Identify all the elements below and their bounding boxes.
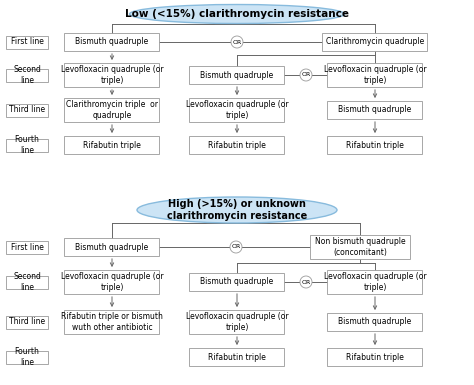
FancyBboxPatch shape [328,348,422,366]
FancyBboxPatch shape [64,33,159,51]
FancyBboxPatch shape [328,313,422,331]
FancyBboxPatch shape [328,101,422,119]
Text: Rifabutin triple or bismuth
wuth other antibiotic: Rifabutin triple or bismuth wuth other a… [61,312,163,332]
FancyBboxPatch shape [6,315,48,328]
Text: Fourth
line: Fourth line [15,347,39,367]
Text: Levofloxacin quadruple (or
triple): Levofloxacin quadruple (or triple) [61,272,164,292]
Text: Second
line: Second line [13,272,41,292]
Text: Levofloxacin quadruple (or
triple): Levofloxacin quadruple (or triple) [324,272,426,292]
Text: OR: OR [231,244,241,249]
FancyBboxPatch shape [6,104,48,117]
FancyBboxPatch shape [64,238,159,256]
Ellipse shape [137,197,337,223]
Text: Bismuth quadruple: Bismuth quadruple [338,318,411,326]
FancyBboxPatch shape [6,139,48,152]
FancyBboxPatch shape [322,33,428,51]
Text: Low (<15%) clarithromycin resistance: Low (<15%) clarithromycin resistance [125,9,349,19]
Text: Bismuth quadruple: Bismuth quadruple [201,278,273,286]
Ellipse shape [129,5,345,23]
Text: Fourth
line: Fourth line [15,135,39,155]
FancyBboxPatch shape [6,350,48,363]
FancyBboxPatch shape [190,98,284,122]
FancyBboxPatch shape [6,69,48,82]
Text: Bismuth quadruple: Bismuth quadruple [201,70,273,79]
Text: Rifabutin triple: Rifabutin triple [83,141,141,149]
Text: OR: OR [232,40,242,45]
Text: Third line: Third line [9,318,45,326]
FancyBboxPatch shape [190,273,284,291]
Text: OR: OR [301,72,310,77]
FancyBboxPatch shape [190,348,284,366]
FancyBboxPatch shape [190,310,284,334]
Text: First line: First line [10,243,44,251]
Text: Rifabutin triple: Rifabutin triple [346,353,404,362]
FancyBboxPatch shape [190,66,284,84]
FancyBboxPatch shape [310,235,410,259]
Text: Second
line: Second line [13,65,41,85]
FancyBboxPatch shape [190,136,284,154]
FancyBboxPatch shape [64,270,159,294]
Text: Bismuth quadruple: Bismuth quadruple [75,37,149,47]
FancyBboxPatch shape [64,63,159,87]
Text: Clarithromycin triple  or
quadruple: Clarithromycin triple or quadruple [66,100,158,120]
Text: Non bismuth quadruple
(concomitant): Non bismuth quadruple (concomitant) [315,237,405,257]
FancyBboxPatch shape [6,241,48,253]
Circle shape [300,69,312,81]
Text: Rifabutin triple: Rifabutin triple [346,141,404,149]
Text: Levofloxacin quadruple (or
triple): Levofloxacin quadruple (or triple) [186,100,288,120]
FancyBboxPatch shape [64,98,159,122]
Text: Bismuth quadruple: Bismuth quadruple [75,243,149,251]
FancyBboxPatch shape [6,35,48,49]
Text: High (>15%) or unknown
clarithromycin resistance: High (>15%) or unknown clarithromycin re… [167,199,307,221]
Circle shape [230,241,242,253]
Text: Levofloxacin quadruple (or
triple): Levofloxacin quadruple (or triple) [324,65,426,85]
FancyBboxPatch shape [64,136,159,154]
Text: Levofloxacin quadruple (or
triple): Levofloxacin quadruple (or triple) [186,312,288,332]
FancyBboxPatch shape [328,63,422,87]
FancyBboxPatch shape [328,136,422,154]
Text: Rifabutin triple: Rifabutin triple [208,141,266,149]
FancyBboxPatch shape [64,310,159,334]
Text: Clarithromycin quadruple: Clarithromycin quadruple [326,37,424,47]
Text: Rifabutin triple: Rifabutin triple [208,353,266,362]
FancyBboxPatch shape [328,270,422,294]
FancyBboxPatch shape [6,276,48,288]
Circle shape [300,276,312,288]
Text: First line: First line [10,37,44,47]
Text: Levofloxacin quadruple (or
triple): Levofloxacin quadruple (or triple) [61,65,164,85]
Text: Third line: Third line [9,105,45,114]
Circle shape [231,36,243,48]
Text: Bismuth quadruple: Bismuth quadruple [338,105,411,114]
Text: OR: OR [301,280,310,285]
